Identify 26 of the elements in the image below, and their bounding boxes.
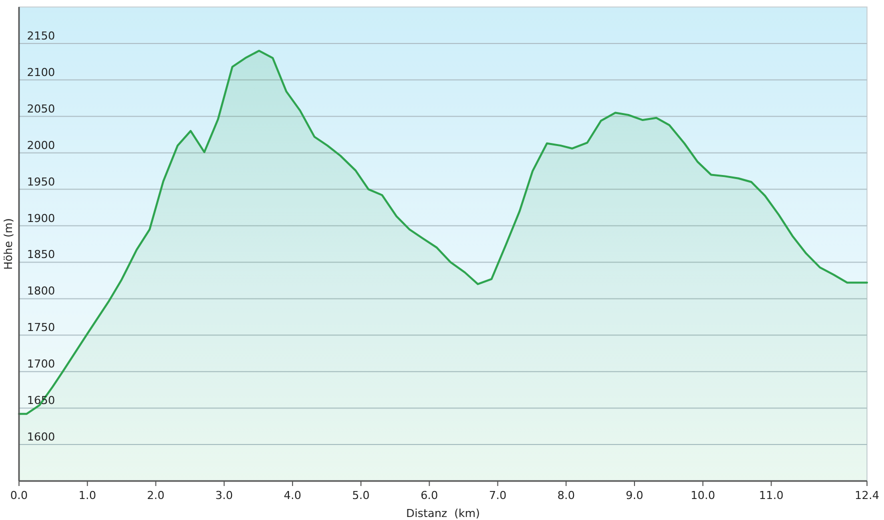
y-tick-label: 1750 <box>27 321 55 334</box>
y-tick-label: 2150 <box>27 29 55 42</box>
x-axis-title: Distanz (km) <box>406 507 480 520</box>
x-tick-label: 3.0 <box>215 489 233 502</box>
x-tick-label: 12.4 <box>854 489 880 502</box>
y-tick-label: 1600 <box>27 430 55 444</box>
x-tick-label: 8.0 <box>557 489 575 502</box>
y-tick-label: 1800 <box>27 284 55 298</box>
x-tick-label: 7.0 <box>488 489 506 502</box>
x-tick-label: 4.0 <box>284 489 302 502</box>
x-tick-label: 5.0 <box>352 489 370 502</box>
x-tick-label: 2.0 <box>147 489 165 502</box>
x-tick-label: 11.0 <box>759 489 784 502</box>
x-tick-label: 0.0 <box>10 489 28 502</box>
y-tick-label: 2100 <box>27 66 55 79</box>
y-tick-label: 1900 <box>27 212 55 225</box>
y-tick-label: 2050 <box>27 102 55 116</box>
x-tick-label: 10.0 <box>690 489 716 502</box>
y-axis-title: Höhe (m) <box>2 218 15 270</box>
x-tick-label: 1.0 <box>78 489 96 502</box>
y-tick-label: 2000 <box>27 138 55 152</box>
y-tick-label: 1850 <box>27 248 55 262</box>
x-tick-label: 6.0 <box>420 489 438 502</box>
y-tick-label: 1950 <box>27 175 55 188</box>
y-tick-label: 1700 <box>27 358 55 371</box>
x-tick-label: 9.0 <box>626 489 644 502</box>
